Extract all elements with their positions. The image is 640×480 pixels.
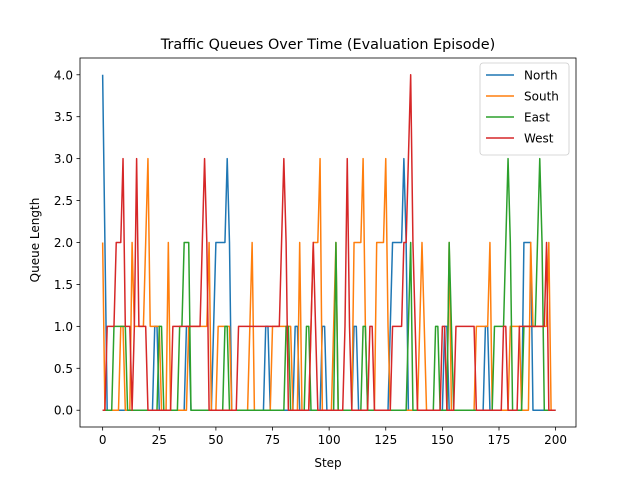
x-tick-label: 100 [318,433,341,447]
y-tick-label: 3.0 [54,152,73,166]
legend-label-north: North [524,69,558,83]
x-tick-label: 50 [208,433,223,447]
y-axis: 0.0 0.5 1.0 1.5 2.0 2.5 3.0 3.5 4.0 [54,68,80,418]
legend-label-south: South [524,90,559,104]
y-tick-label: 2.0 [54,236,73,250]
y-axis-label: Queue Length [28,198,42,283]
y-tick-label: 0.0 [54,404,73,418]
legend-box [479,62,570,156]
y-tick-label: 0.5 [54,362,73,376]
x-tick-label: 175 [488,433,511,447]
y-tick-label: 1.5 [54,278,73,292]
legend: North South East West [479,62,570,156]
x-tick-label: 150 [431,433,454,447]
chart-title: Traffic Queues Over Time (Evaluation Epi… [160,37,495,53]
x-tick-label: 25 [152,433,167,447]
x-tick-label: 0 [99,433,107,447]
plot-lines [101,74,556,411]
y-tick-label: 1.0 [54,320,73,334]
legend-label-east: East [524,111,550,125]
x-tick-label: 200 [544,433,567,447]
x-tick-label: 125 [374,433,397,447]
y-tick-label: 3.5 [54,110,73,124]
series-line-south [101,157,554,411]
x-axis: 0 25 50 75 100 125 150 175 200 [99,427,567,447]
legend-label-west: West [524,132,554,146]
x-axis-label: Step [314,456,341,470]
series-line-west [102,74,556,411]
x-tick-label: 75 [265,433,280,447]
y-tick-label: 2.5 [54,194,73,208]
y-tick-label: 4.0 [54,68,73,82]
